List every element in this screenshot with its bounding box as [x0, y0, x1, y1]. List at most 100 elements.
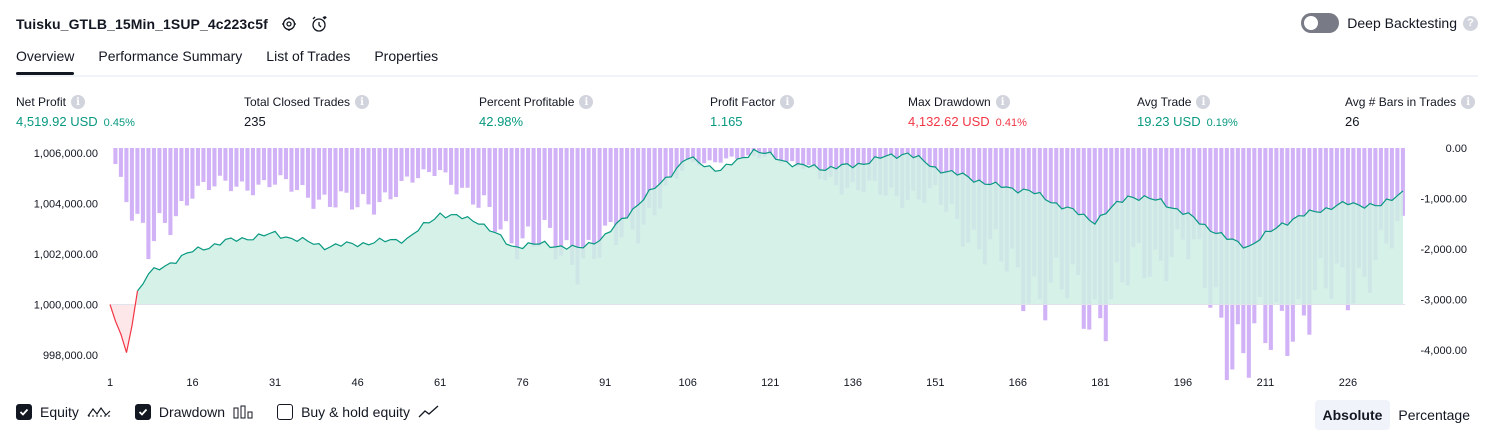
drawdown-bar: [581, 148, 586, 259]
drawdown-bar: [834, 148, 839, 186]
drawdown-bar: [393, 148, 399, 197]
drawdown-bar: [1186, 148, 1191, 260]
drawdown-bar: [482, 148, 487, 196]
drawdown-bar: [1389, 148, 1394, 249]
drawdown-bar: [388, 148, 393, 200]
x-tick-label: 16: [186, 377, 198, 389]
drawdown-checkbox[interactable]: Drawdown: [134, 404, 253, 420]
x-tick-label: 31: [269, 377, 281, 389]
stat-value: 26: [1345, 114, 1360, 129]
drawdown-bar: [647, 148, 652, 208]
drawdown-bar: [559, 148, 564, 256]
x-tick-label: 166: [1009, 377, 1027, 389]
right-tick-label: -3,000.00: [1421, 294, 1467, 306]
stat-label: Net Profit: [16, 95, 67, 109]
info-icon[interactable]: i: [71, 95, 86, 109]
drawdown-bar: [680, 148, 685, 171]
drawdown-bar: [636, 148, 641, 244]
drawdown-bar: [190, 148, 195, 199]
drawdown-bar: [261, 148, 266, 181]
info-icon[interactable]: i: [995, 95, 1010, 109]
strategy-header: Tuisku_GTLB_15Min_1SUP_4c223c5f: [16, 14, 328, 34]
percentage-button[interactable]: Percentage: [1398, 407, 1470, 423]
checkbox-checked[interactable]: [16, 404, 32, 420]
drawdown-bar: [823, 148, 828, 181]
left-tick-label: 1,000,000.00: [34, 299, 98, 311]
info-icon[interactable]: i: [355, 95, 370, 109]
info-icon[interactable]: i: [780, 95, 795, 109]
drawdown-bar: [168, 148, 173, 236]
buyhold-checkbox[interactable]: Buy & hold equity: [277, 404, 440, 420]
drawdown-bar: [663, 148, 668, 186]
x-tick-label: 46: [351, 377, 363, 389]
drawdown-bar: [630, 148, 635, 230]
legend-drawdown-label: Drawdown: [158, 404, 226, 420]
drawdown-bar: [454, 148, 459, 195]
drawdown-bar: [355, 148, 360, 208]
stat-percent-profitable: Percent Profitable i 42.98%: [479, 94, 594, 129]
x-tick-label: 61: [434, 377, 446, 389]
drawdown-bars-icon: [233, 405, 253, 419]
drawdown-bar: [1136, 148, 1141, 244]
drawdown-bar: [790, 148, 795, 162]
deep-backtesting-toggle[interactable]: [1301, 13, 1340, 33]
drawdown-bar: [762, 148, 767, 158]
drawdown-bar: [691, 148, 696, 163]
settings-icon[interactable]: [280, 15, 298, 33]
tab-performance-summary[interactable]: Performance Summary: [98, 48, 243, 64]
left-tick-label: 1,006,000.00: [34, 148, 98, 160]
drawdown-bar: [151, 148, 156, 242]
drawdown-bar: [1175, 148, 1180, 230]
tab-properties[interactable]: Properties: [374, 48, 439, 64]
info-icon[interactable]: i: [1461, 95, 1476, 109]
drawdown-bar: [801, 148, 806, 170]
drawdown-bar: [537, 148, 542, 247]
drawdown-bar: [212, 148, 217, 187]
stat-label: Max Drawdown: [908, 95, 991, 109]
info-icon[interactable]: i: [579, 95, 594, 109]
drawdown-bar: [586, 148, 591, 240]
stat-avg-trade: Avg Trade i 19.23 USD 0.19%: [1137, 94, 1238, 129]
equity-checkbox[interactable]: Equity: [16, 404, 111, 420]
drawdown-bar: [399, 148, 404, 181]
drawdown-bar: [685, 148, 690, 161]
drawdown-bar: [498, 148, 503, 230]
stat-profit-factor: Profit Factor i 1.165: [710, 94, 795, 129]
tab-list-of-trades[interactable]: List of Trades: [266, 48, 351, 64]
drawdown-bar: [432, 148, 437, 177]
info-icon[interactable]: i: [1196, 95, 1211, 109]
help-icon[interactable]: ?: [1463, 15, 1478, 31]
drawdown-bar: [206, 148, 211, 191]
alert-clock-icon[interactable]: [310, 15, 328, 33]
drawdown-bar: [828, 148, 833, 177]
drawdown-bar: [184, 148, 189, 206]
equity-chart[interactable]: 1,006,000.00 1,004,000.00 1,002,000.00 1,00…: [0, 140, 1494, 390]
tab-overview[interactable]: Overview: [16, 40, 75, 75]
deep-backtesting: Deep Backtesting ?: [1301, 13, 1478, 33]
drawdown-bar: [1252, 148, 1257, 324]
drawdown-bar: [410, 148, 415, 183]
drawdown-bar: [179, 148, 184, 202]
drawdown-bar: [548, 148, 553, 228]
stat-value: 1.165: [710, 114, 743, 129]
drawdown-bar: [817, 148, 822, 179]
checkbox-checked[interactable]: [134, 404, 151, 420]
drawdown-bar: [614, 148, 619, 245]
drawdown-bar: [713, 148, 718, 163]
drawdown-bar: [1400, 148, 1405, 216]
left-tick-label: 998,000.00: [43, 350, 98, 362]
drawdown-bar: [382, 148, 388, 193]
drawdown-bar: [278, 148, 283, 176]
right-tick-label: -2,000.00: [1421, 244, 1467, 256]
stat-total-closed-trades: Total Closed Trades i 235: [244, 94, 370, 129]
drawdown-bar: [421, 148, 426, 170]
x-tick-label: 151: [926, 377, 944, 389]
stat-max-drawdown: Max Drawdown i 4,132.62 USD 0.41%: [908, 94, 1027, 129]
drawdown-bar: [437, 148, 443, 171]
stat-label: Profit Factor: [710, 95, 776, 109]
absolute-button[interactable]: Absolute: [1314, 400, 1391, 430]
drawdown-bar: [526, 148, 531, 227]
strategy-title: Tuisku_GTLB_15Min_1SUP_4c223c5f: [16, 16, 268, 32]
drawdown-bar: [1070, 148, 1075, 265]
checkbox-unchecked[interactable]: [277, 404, 294, 420]
